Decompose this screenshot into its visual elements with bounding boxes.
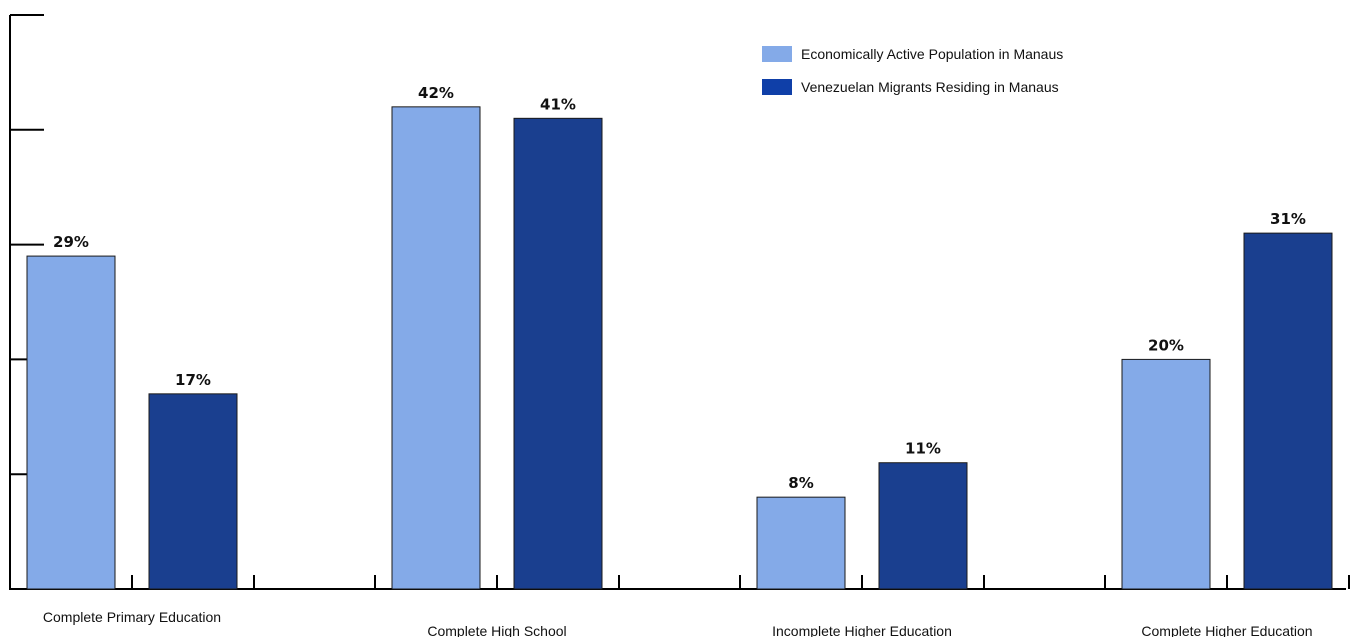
data-label-2-1: 11% [905, 440, 941, 458]
bar-3-1 [1243, 232, 1333, 590]
y-axis [9, 14, 44, 590]
category-label-3: Complete Higher Education [1141, 623, 1312, 637]
data-label-0-0: 29% [53, 233, 89, 251]
bar-1-0 [391, 106, 481, 590]
bar-0-1 [148, 393, 238, 590]
data-label-3-0: 20% [1148, 336, 1184, 354]
data-labels: 29% 17% 42% 41% 8% 11% 20% 31% [53, 84, 1306, 492]
bar-2-1 [878, 462, 968, 590]
category-label-0: Complete Primary Education [43, 609, 221, 625]
category-label-1: Complete High School [427, 623, 566, 637]
data-label-3-1: 31% [1270, 210, 1306, 228]
legend-swatch-economically-active [762, 46, 792, 62]
legend-label-economically-active: Economically Active Population in Manaus [801, 46, 1063, 62]
bar-0-0 [26, 255, 116, 590]
data-label-1-0: 42% [418, 84, 454, 102]
legend: Economically Active Population in Manaus… [762, 46, 1063, 95]
legend-label-venezuelan-migrants: Venezuelan Migrants Residing in Manaus [801, 79, 1059, 95]
data-label-2-0: 8% [788, 474, 813, 492]
category-labels: Complete Primary Education Complete High … [43, 609, 1313, 637]
data-label-0-1: 17% [175, 371, 211, 389]
category-label-2: Incomplete Higher Education [772, 623, 952, 637]
legend-swatch-venezuelan-migrants [762, 79, 792, 95]
bar-2-0 [756, 496, 846, 590]
bar-1-1 [513, 117, 603, 590]
bars [26, 106, 1333, 590]
data-label-1-1: 41% [540, 95, 576, 113]
bar-3-0 [1121, 358, 1211, 590]
